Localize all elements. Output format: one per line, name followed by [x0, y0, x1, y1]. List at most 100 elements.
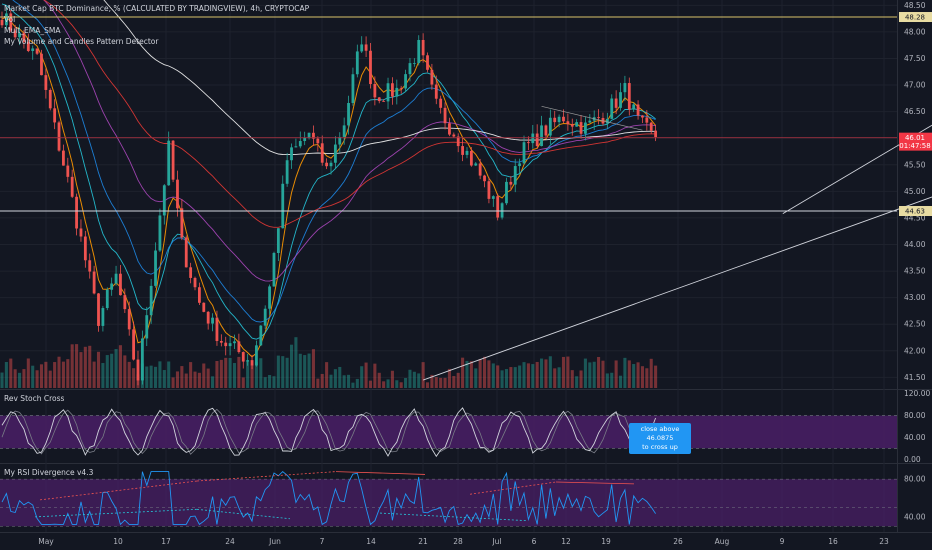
- price-tag-bg: [899, 140, 932, 151]
- x-tick-label: 21: [418, 537, 428, 546]
- candle-body: [290, 147, 293, 161]
- x-tick-label: 6: [532, 537, 537, 546]
- volume-bar: [496, 365, 500, 388]
- candle-body: [105, 289, 109, 309]
- candle-body: [391, 83, 394, 97]
- candle-body: [579, 122, 583, 134]
- candle-body: [167, 140, 171, 186]
- volume-bar: [303, 355, 307, 388]
- stoch-pane-label[interactable]: Rev Stoch Cross: [4, 394, 65, 403]
- volume-bar: [338, 366, 342, 388]
- x-tick-label: 26: [673, 537, 683, 546]
- candle-body: [259, 325, 263, 346]
- candle-body: [408, 63, 412, 75]
- volume-bar: [434, 377, 438, 388]
- candle-body: [162, 185, 166, 216]
- candle-body: [294, 146, 298, 148]
- y-tick-label: 48.50: [904, 1, 926, 10]
- y-tick-label: 48.00: [904, 27, 926, 36]
- candle-body: [505, 181, 508, 204]
- volume-bar: [13, 369, 17, 388]
- indicator-vol[interactable]: Vol: [4, 15, 16, 24]
- volume-bar: [35, 370, 39, 388]
- candle-body: [478, 163, 482, 176]
- stoch-y-tick-label: 120.00: [904, 389, 930, 398]
- candle-body: [614, 98, 618, 108]
- candle-body: [623, 83, 627, 93]
- volume-bar: [469, 361, 473, 388]
- candle-body: [439, 98, 443, 108]
- volume-bar: [579, 370, 583, 388]
- candle-body: [75, 196, 78, 229]
- divergence-line: [196, 471, 337, 482]
- candle-body: [88, 260, 92, 272]
- volume-bar: [513, 367, 517, 388]
- volume-bar: [522, 362, 526, 388]
- candle-body: [263, 308, 267, 326]
- candle-body: [119, 273, 122, 296]
- divergence-line: [379, 512, 527, 522]
- volume-bar: [404, 378, 408, 388]
- candle-body: [448, 123, 451, 135]
- candle-body: [237, 341, 241, 353]
- volume-bar: [149, 365, 153, 388]
- price-tag-bg: [899, 12, 932, 23]
- volume-bar: [272, 376, 276, 388]
- candle-body: [610, 98, 614, 119]
- candle-body: [654, 130, 658, 138]
- volume-bar: [601, 360, 605, 388]
- candle-body: [228, 343, 232, 347]
- moving-average-line: [103, 0, 656, 156]
- volume-bar: [57, 356, 61, 388]
- volume-bar: [197, 372, 201, 388]
- candle-body: [456, 136, 460, 147]
- candle-body: [276, 228, 280, 254]
- volume-bar: [294, 337, 298, 388]
- volume-bar: [583, 358, 587, 388]
- candle-body: [66, 165, 70, 177]
- volume-bar: [443, 377, 447, 388]
- volume-bar: [447, 368, 451, 388]
- volume-bar: [232, 363, 237, 388]
- volume-bar: [360, 366, 364, 388]
- candle-body: [97, 293, 100, 326]
- candle-body: [298, 141, 302, 147]
- candle-body: [373, 84, 377, 98]
- candle-body: [189, 267, 193, 278]
- indicator-volume-candles[interactable]: My Volume and Candles Pattern Detector: [4, 37, 159, 46]
- candle-body: [575, 122, 579, 127]
- chart-annotation[interactable]: close above 46.0875 to cross up: [629, 423, 691, 454]
- volume-bar: [285, 357, 289, 388]
- volume-bar: [382, 381, 386, 388]
- rsi-pane-label[interactable]: My RSI Divergence v4.3: [4, 468, 94, 477]
- candle-body: [377, 97, 381, 102]
- volume-bar: [127, 361, 131, 388]
- volume-bar: [193, 371, 197, 388]
- volume-bar: [162, 370, 166, 388]
- candle-body: [443, 107, 447, 124]
- trend-line: [782, 124, 932, 215]
- candle-body: [557, 116, 561, 123]
- x-tick-label: 14: [366, 537, 376, 546]
- candle-body: [364, 44, 368, 51]
- volume-bar: [145, 366, 149, 388]
- volume-bar: [123, 355, 127, 388]
- volume-bar: [518, 365, 522, 388]
- volume-bar: [509, 367, 513, 388]
- volume-bar: [347, 374, 351, 388]
- x-tick-label: May: [38, 537, 54, 546]
- stoch-y-tick-label: 0.00: [904, 455, 921, 464]
- indicator-mult-ema-sma[interactable]: Mult_EMA_SMA: [4, 26, 61, 35]
- candle-body: [605, 118, 609, 124]
- volume-bar: [66, 359, 70, 388]
- candle-body: [641, 115, 644, 118]
- volume-bar: [268, 375, 272, 388]
- volume-bar: [390, 370, 394, 388]
- candle-body: [496, 196, 500, 218]
- volume-bar: [421, 362, 425, 388]
- volume-bar: [263, 377, 267, 388]
- candle-body: [417, 39, 421, 64]
- volume-bar: [26, 358, 30, 388]
- volume-bar: [461, 357, 465, 388]
